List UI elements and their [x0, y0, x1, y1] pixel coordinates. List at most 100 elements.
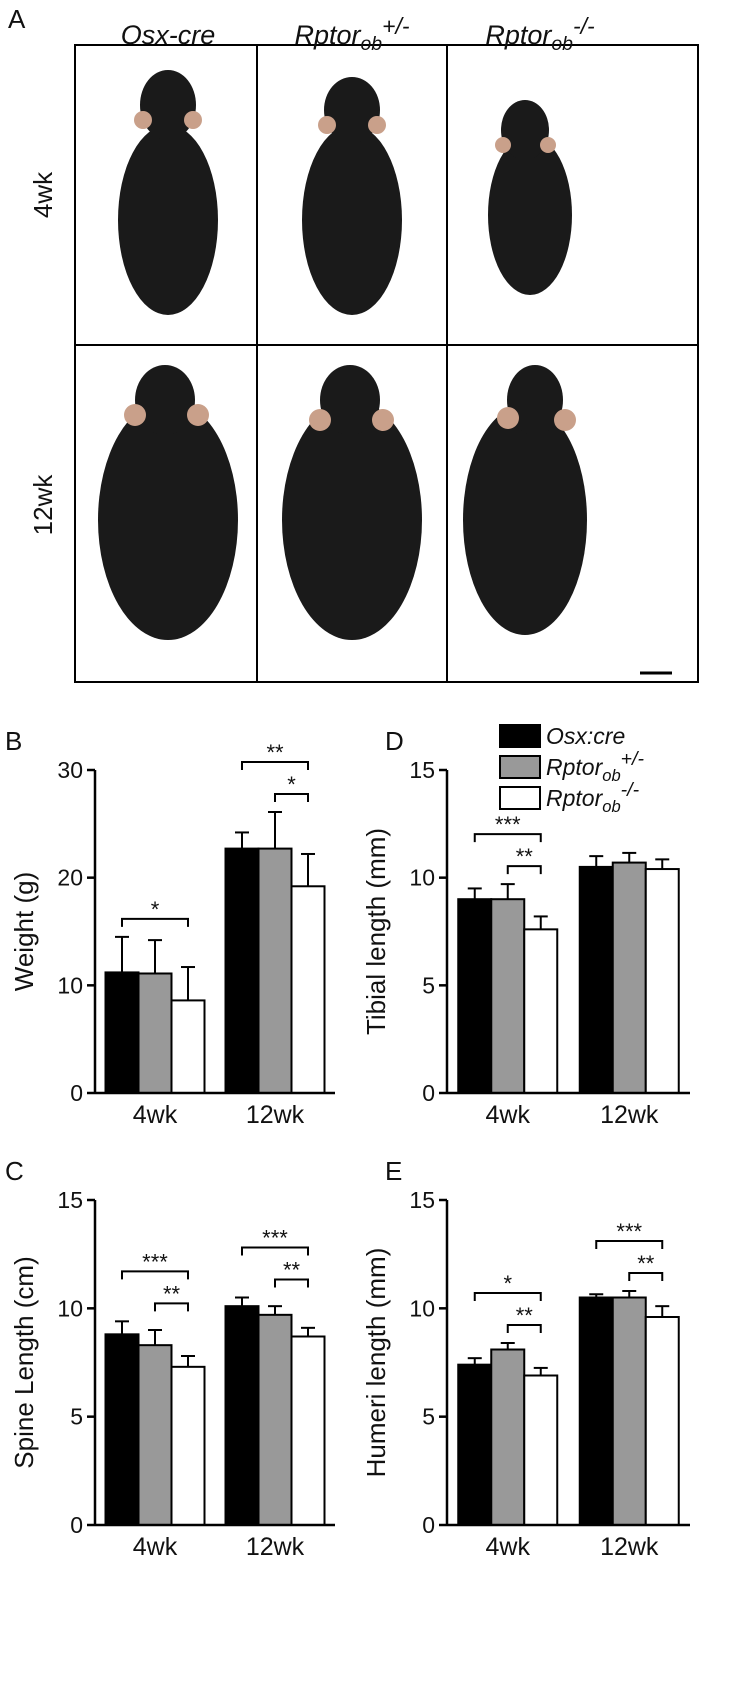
- y-tick-label: 10: [57, 972, 83, 998]
- mouse: [320, 365, 380, 435]
- y-tick-label: 0: [70, 1512, 83, 1538]
- label-sub: ob: [602, 797, 620, 816]
- y-axis-label: Spine Length (cm): [9, 1256, 39, 1468]
- significance-label: **: [266, 740, 284, 765]
- bar: [170, 999, 206, 1095]
- significance-bracket: [154, 1302, 189, 1312]
- bar: [104, 1333, 140, 1527]
- label-sup: -/-: [621, 779, 640, 801]
- mouse: [282, 400, 422, 640]
- x-tick-label: 4wk: [133, 1101, 178, 1129]
- significance-bracket: [121, 1270, 189, 1280]
- bar: [137, 1344, 173, 1526]
- significance-label: *: [503, 1271, 512, 1296]
- x-tick-label: 4wk: [486, 1101, 531, 1129]
- label-sub: ob: [551, 33, 573, 55]
- bar: [290, 1335, 326, 1526]
- y-axis-label: Humeri length (mm): [361, 1248, 391, 1478]
- label: Osx-cre: [121, 20, 216, 50]
- x-tick-label: 12wk: [600, 1101, 659, 1129]
- panel-letter: A: [8, 4, 26, 34]
- legend-label: Rptorob-/-: [546, 779, 640, 816]
- bar: [578, 865, 614, 1095]
- label: Rptorob+/-: [294, 13, 409, 55]
- mouse: [324, 77, 380, 143]
- mouse: [98, 400, 238, 640]
- label-base: Rptor: [485, 20, 552, 50]
- y-tick-label: 5: [422, 972, 435, 998]
- mouse: [507, 365, 563, 435]
- mouse: [463, 405, 587, 635]
- significance-bracket: [241, 760, 309, 770]
- mouse-photos: [98, 70, 587, 640]
- mouse: [140, 70, 196, 140]
- bar: [523, 1374, 559, 1526]
- significance-label: **: [283, 1258, 301, 1283]
- bar: [224, 847, 260, 1095]
- bar: [457, 1363, 493, 1526]
- bar: [257, 847, 293, 1095]
- y-tick-label: 15: [409, 1187, 435, 1213]
- bar: [290, 885, 326, 1095]
- legend-swatch: [499, 786, 541, 810]
- panel-letter: C: [5, 1156, 24, 1186]
- significance-bracket: [506, 1324, 542, 1333]
- label: Rptorob-/-: [485, 13, 595, 55]
- significance-label: *: [151, 897, 160, 922]
- x-tick-label: 12wk: [246, 1101, 305, 1129]
- significance-bracket: [506, 865, 542, 875]
- y-tick-label: 15: [57, 1187, 83, 1213]
- label-sup: -/-: [573, 13, 595, 39]
- significance-label: **: [163, 1281, 181, 1306]
- photo-grid: [74, 44, 699, 683]
- y-tick-label: 10: [409, 865, 435, 891]
- legend-label: Osx:cre: [546, 723, 625, 749]
- y-tick-label: 30: [57, 757, 83, 783]
- y-tick-label: 5: [70, 1404, 83, 1430]
- y-tick-label: 0: [422, 1080, 435, 1106]
- mouse: [501, 100, 549, 160]
- label-sup: +/-: [621, 748, 645, 770]
- panel-letter: D: [385, 726, 404, 756]
- x-tick-label: 12wk: [246, 1533, 305, 1561]
- label-base: Osx-cre: [121, 20, 216, 50]
- bar: [104, 971, 140, 1094]
- label-sub: ob: [602, 766, 620, 785]
- mouse: [135, 365, 195, 435]
- label-base: Rptor: [294, 20, 361, 50]
- significance-label: ***: [616, 1219, 642, 1244]
- bar: [137, 972, 173, 1094]
- row-label: 4wk: [28, 171, 58, 218]
- bar: [490, 1348, 526, 1526]
- y-tick-label: 5: [422, 1404, 435, 1430]
- label-base: Rptor: [546, 754, 604, 780]
- bar: [170, 1365, 206, 1527]
- bar: [578, 1296, 614, 1526]
- mouse: [118, 125, 218, 315]
- x-tick-label: 12wk: [600, 1533, 659, 1561]
- label-base: Osx:cre: [546, 723, 625, 749]
- legend-swatch: [499, 724, 541, 748]
- significance-label: **: [516, 1303, 534, 1328]
- mouse: [302, 125, 402, 315]
- significance-label: **: [516, 844, 534, 869]
- panel-letter: E: [385, 1156, 402, 1186]
- bar: [224, 1305, 260, 1526]
- significance-label: ***: [495, 812, 521, 837]
- bar: [644, 1316, 680, 1526]
- mouse-ears: [124, 111, 576, 431]
- label-sub: ob: [360, 33, 382, 55]
- significance-bracket: [241, 1246, 309, 1256]
- x-tick-label: 4wk: [133, 1533, 178, 1561]
- y-axis-label: Tibial length (mm): [361, 828, 391, 1035]
- significance-bracket: [121, 917, 189, 927]
- bar: [644, 868, 680, 1095]
- panel-letter: B: [5, 726, 22, 756]
- label-sup: +/-: [382, 13, 410, 39]
- mouse: [488, 135, 572, 295]
